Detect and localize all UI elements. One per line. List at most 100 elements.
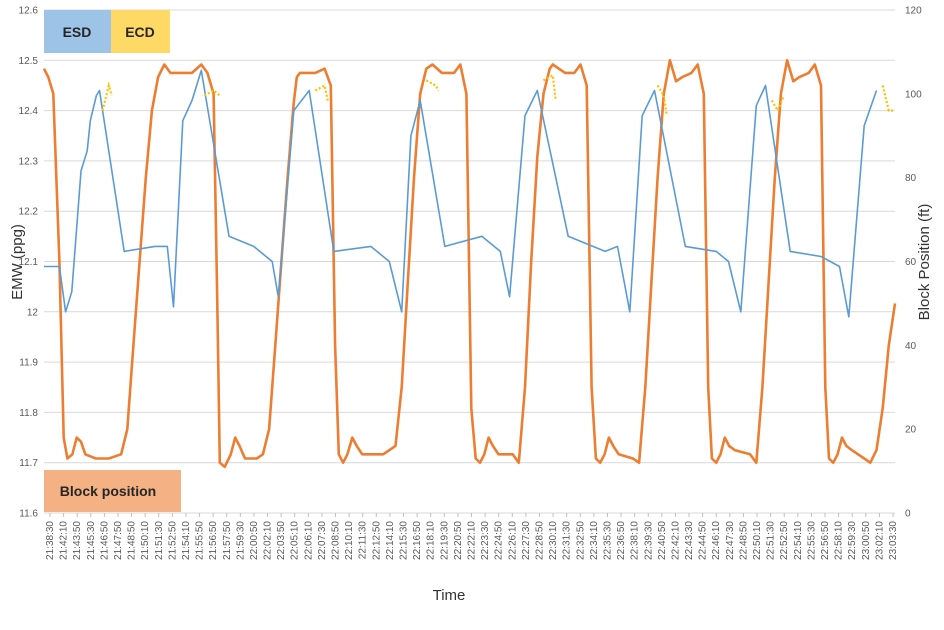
x-tick-label: 22:59:30 xyxy=(847,521,858,560)
series-line xyxy=(42,59,897,469)
ecd-legend-box xyxy=(111,10,170,53)
x-tick-label: 22:26:10 xyxy=(507,521,518,560)
right-tick-label: 0 xyxy=(905,509,911,520)
left-tick-label: 12.5 xyxy=(19,56,39,67)
series-line xyxy=(44,69,878,318)
series-esd xyxy=(44,69,878,318)
x-tick-label: 21:46:50 xyxy=(99,521,110,560)
x-tick-label: 22:52:50 xyxy=(779,521,790,560)
x-tick-label: 22:30:10 xyxy=(548,521,559,560)
x-tick-label: 22:19:30 xyxy=(439,521,450,560)
x-tick-label: 22:16:50 xyxy=(412,521,423,560)
x-tick-label: 22:55:30 xyxy=(806,521,817,560)
x-tick-label: 22:46:10 xyxy=(711,521,722,560)
x-tick-label: 22:22:10 xyxy=(467,521,478,560)
x-tick-label: 22:24:50 xyxy=(494,521,505,560)
ecd-segment xyxy=(101,81,113,111)
right-tick-label: 80 xyxy=(905,173,917,184)
x-tick-label: 22:27:30 xyxy=(521,521,532,560)
x-tick-label: 22:50:10 xyxy=(752,521,763,560)
left-tick-label: 12.4 xyxy=(19,106,39,117)
ecd-segment xyxy=(314,83,329,101)
x-tick-label: 21:59:30 xyxy=(235,521,246,560)
left-tick-label: 11.8 xyxy=(19,408,38,419)
right-tick-label: 40 xyxy=(905,341,917,352)
x-tick-label: 22:12:50 xyxy=(371,521,382,560)
x-tick-label: 22:58:10 xyxy=(834,521,845,560)
x-axis-ticks: 21:38:30 21:42:10 21:43:50 21:45:30 21:46:50… xyxy=(45,513,899,560)
x-tick-label: 22:38:10 xyxy=(630,521,641,560)
x-tick-label: 22:56:50 xyxy=(820,521,831,560)
x-tick-label: 22:39:30 xyxy=(643,521,654,560)
ecd-segment xyxy=(770,95,786,114)
x-tick-label: 21:47:50 xyxy=(113,521,124,560)
x-tick-label: 21:57:50 xyxy=(222,521,233,560)
x-tick-label: 22:48:50 xyxy=(738,521,749,560)
x-tick-label: 22:14:10 xyxy=(385,521,396,560)
x-tick-label: 22:28:50 xyxy=(534,521,545,560)
x-tick-label: 22:20:50 xyxy=(453,521,464,560)
left-tick-label: 11.6 xyxy=(19,509,38,520)
x-tick-label: 22:34:10 xyxy=(589,521,600,560)
esd-legend-box xyxy=(44,10,111,53)
left-axis-ticks: 11.6 11.7 11.8 11.9 12 12.1 12.2 12.3 12.4 12.5 12… xyxy=(19,6,39,520)
legend: ESD ECD Block position xyxy=(44,10,181,512)
x-tick-label: 23:02:10 xyxy=(874,521,885,560)
x-tick-label: 21:48:50 xyxy=(127,521,138,560)
right-tick-label: 20 xyxy=(905,425,917,436)
x-tick-label: 21:56:50 xyxy=(208,521,219,560)
x-tick-label: 22:51:30 xyxy=(766,521,777,560)
x-tick-label: 22:40:50 xyxy=(657,521,668,560)
block-position-legend-box xyxy=(44,470,181,512)
x-tick-label: 22:10:10 xyxy=(344,521,355,560)
x-tick-label: 21:52:50 xyxy=(167,521,178,560)
left-tick-label: 11.9 xyxy=(19,358,38,369)
x-tick-label: 22:18:10 xyxy=(426,521,437,560)
x-tick-label: 21:51:30 xyxy=(154,521,165,560)
block-position-legend-label: Block position xyxy=(60,483,156,499)
series-ecd xyxy=(101,73,895,116)
x-tick-label: 22:42:10 xyxy=(670,521,681,560)
left-tick-label: 12.1 xyxy=(19,257,39,268)
right-tick-label: 120 xyxy=(905,6,922,17)
right-axis-ticks: 0 20 40 60 80 100 120 xyxy=(905,6,922,520)
x-tick-label: 22:06:10 xyxy=(303,521,314,560)
x-tick-label: 23:00:50 xyxy=(861,521,872,560)
series-block-position xyxy=(42,59,897,469)
series-layer xyxy=(42,59,897,469)
x-tick-label: 21:55:50 xyxy=(195,521,206,560)
x-tick-label: 22:36:50 xyxy=(616,521,627,560)
x-tick-label: 21:38:30 xyxy=(45,521,56,560)
x-tick-label: 21:42:10 xyxy=(59,521,70,560)
x-tick-label: 22:08:50 xyxy=(331,521,342,560)
x-tick-label: 21:43:50 xyxy=(72,521,83,560)
x-tick-label: 22:44:50 xyxy=(698,521,709,560)
x-tick-label: 22:11:30 xyxy=(358,521,369,560)
x-tick-label: 21:54:10 xyxy=(181,521,192,560)
x-tick-label: 22:03:50 xyxy=(276,521,287,560)
left-tick-label: 12 xyxy=(27,307,39,318)
right-axis-title: Block Position (ft) xyxy=(916,204,933,321)
left-axis-title: EMW (ppg) xyxy=(9,224,26,300)
x-tick-label: 22:47:30 xyxy=(725,521,736,560)
left-tick-label: 12.6 xyxy=(19,6,39,17)
x-tick-label: 22:00:50 xyxy=(249,521,260,560)
x-tick-label: 21:50:10 xyxy=(140,521,151,560)
x-tick-label: 22:07:30 xyxy=(317,521,328,560)
x-tick-label: 22:05:10 xyxy=(290,521,301,560)
ecd-legend-label: ECD xyxy=(125,24,155,40)
x-tick-label: 23:03:30 xyxy=(888,521,899,560)
right-tick-label: 60 xyxy=(905,257,917,268)
x-tick-label: 22:32:50 xyxy=(575,521,586,560)
right-tick-label: 100 xyxy=(905,89,922,100)
ecd-segment xyxy=(425,79,440,92)
ecd-segment xyxy=(881,85,895,112)
x-tick-label: 22:15:30 xyxy=(399,521,410,560)
x-tick-label: 22:02:10 xyxy=(263,521,274,560)
left-tick-label: 12.3 xyxy=(19,156,39,167)
x-tick-label: 21:45:30 xyxy=(86,521,97,560)
esd-legend-label: ESD xyxy=(63,24,92,40)
x-tick-label: 22:35:30 xyxy=(602,521,613,560)
x-axis-title: Time xyxy=(433,587,466,604)
